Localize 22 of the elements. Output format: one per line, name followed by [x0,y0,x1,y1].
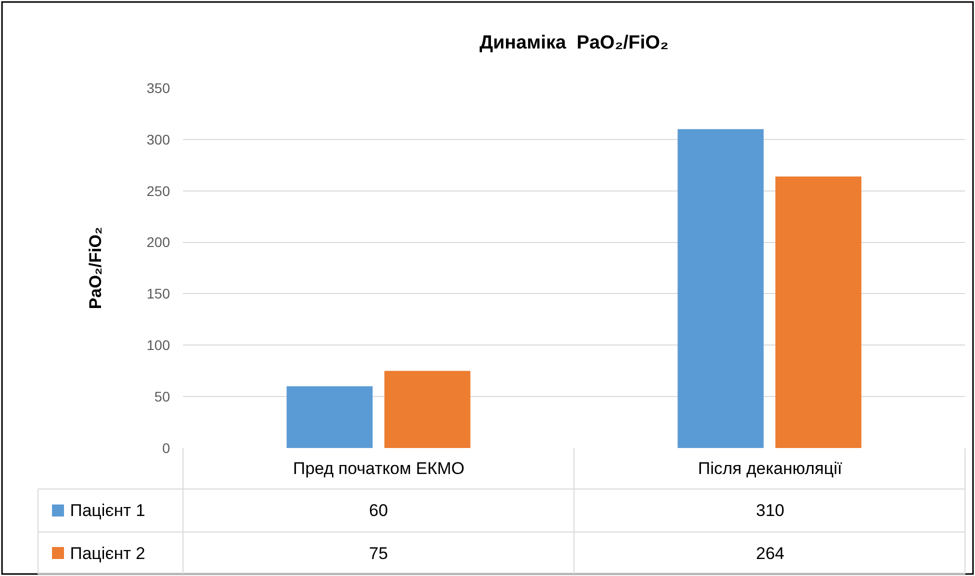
data-label: 75 [369,544,388,563]
y-tick-label: 200 [146,234,170,250]
x-tick-label: Пред початком ЕКМО [293,459,465,478]
y-tick-label: 0 [162,440,170,456]
legend-label: Пацієнт 1 [70,501,146,520]
bar [678,129,764,448]
data-label: 310 [756,501,784,520]
y-tick-label: 50 [154,388,170,404]
bar [775,176,862,448]
y-axis-title: PaO₂/FiO₂ [86,226,106,310]
bar [384,370,470,448]
data-label: 264 [756,544,784,563]
legend-label: Пацієнт 2 [70,544,146,563]
data-label: 60 [369,501,388,520]
y-tick-label: 300 [146,131,170,148]
x-tick-label: Після деканюляції [698,459,842,478]
bar [286,386,373,448]
y-tick-label: 350 [146,80,170,96]
chart-title: Динаміка PaO₂/FiO₂ [479,32,669,54]
y-tick-label: 150 [146,286,170,302]
y-tick-label: 250 [146,182,170,199]
y-tick-label: 100 [146,337,170,354]
